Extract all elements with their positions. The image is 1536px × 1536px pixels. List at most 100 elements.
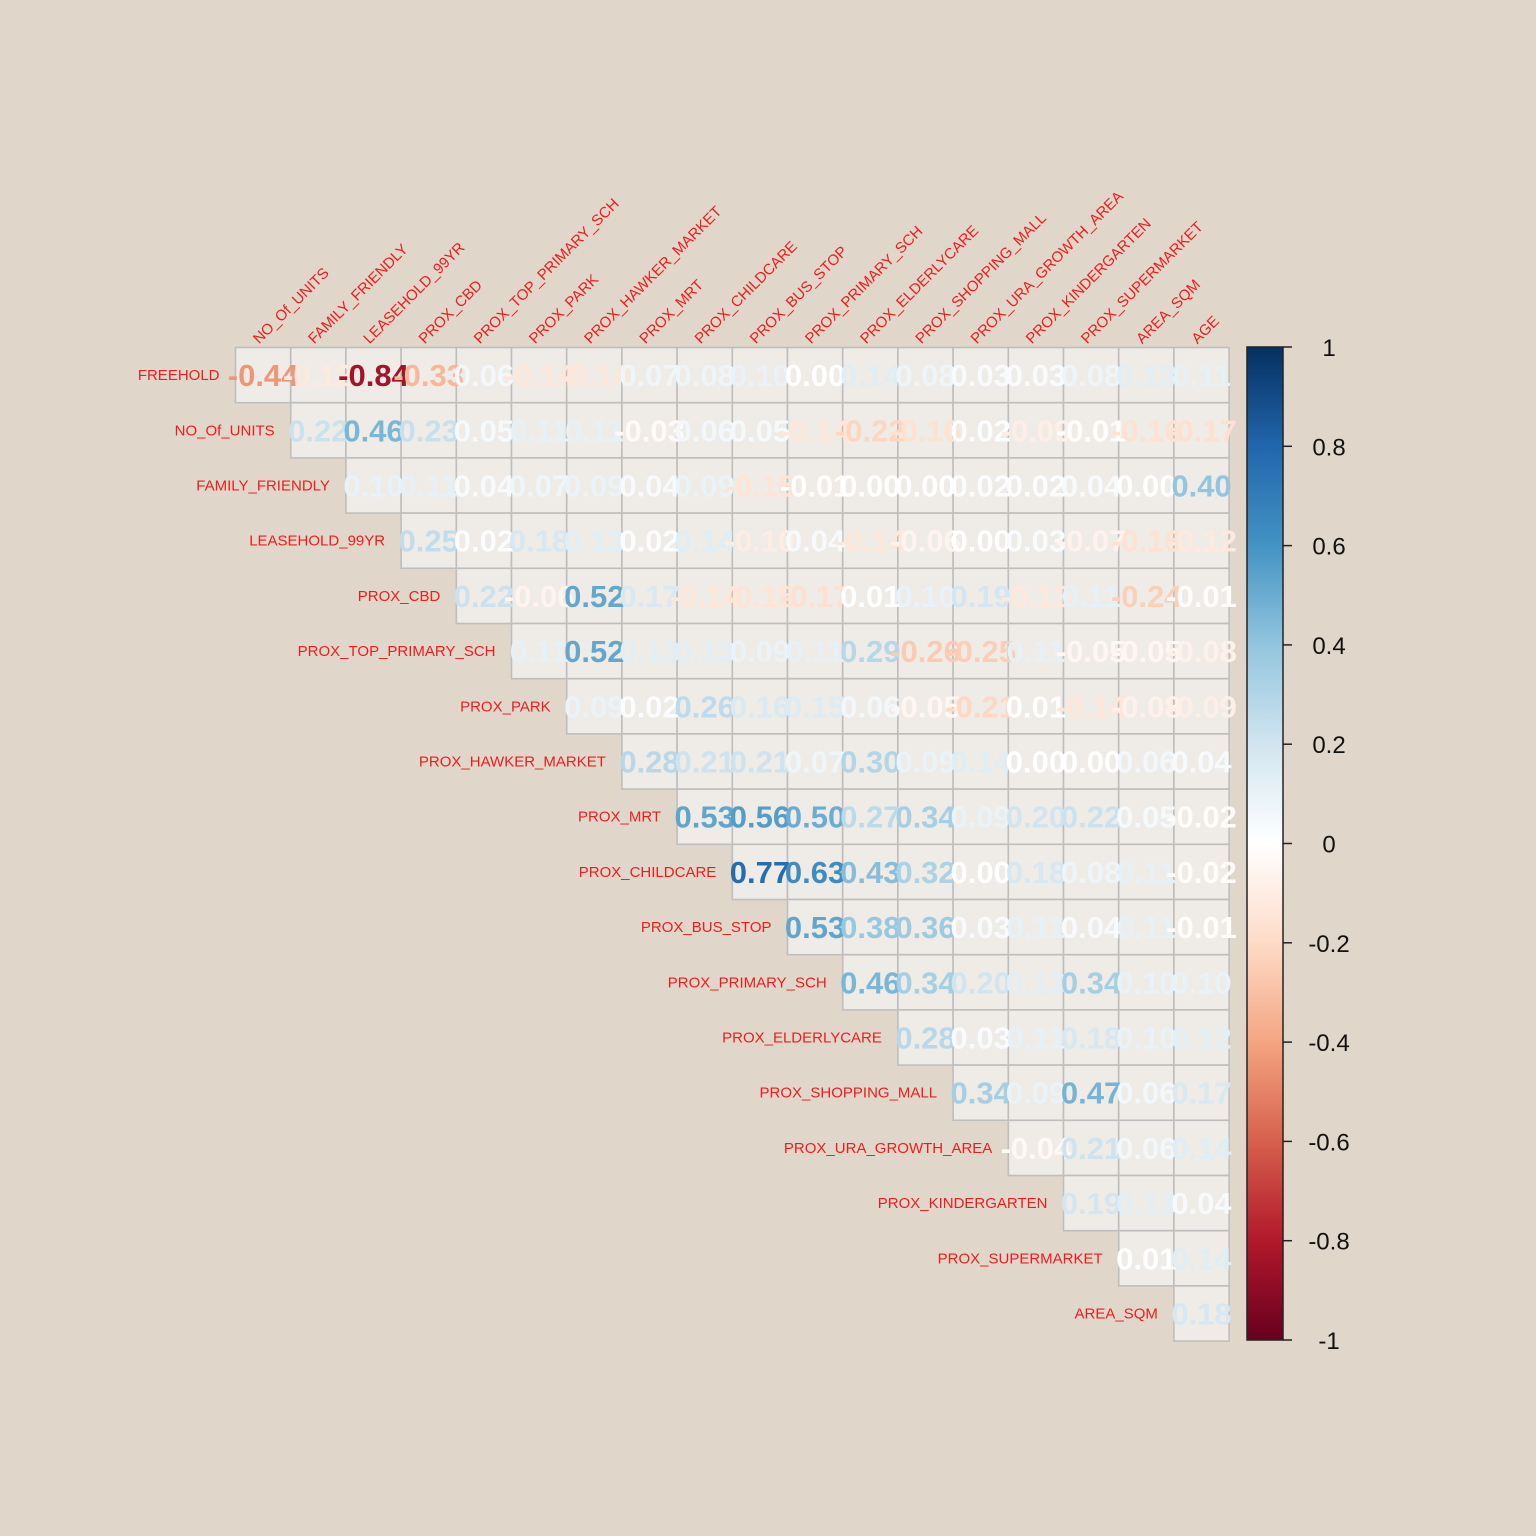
- cell-value-label: 0.07: [785, 745, 845, 780]
- heatmap-cell: [510, 346, 568, 404]
- heatmap-cell: [1173, 1174, 1230, 1232]
- heatmap-cell: [289, 346, 347, 404]
- heatmap-cell: [565, 622, 623, 680]
- heatmap-cell: [897, 622, 954, 680]
- heatmap-cell: [1062, 512, 1120, 570]
- cell-value-label: 0.19: [951, 579, 1011, 614]
- heatmap-cell: [676, 622, 734, 680]
- cell-value-label: 0.09: [951, 800, 1011, 835]
- cell-value-label: 0.11: [510, 413, 569, 448]
- cell-value-label: 0.50: [785, 800, 845, 835]
- cell-value-label: -0.16: [1111, 524, 1182, 559]
- cell-value-label: 0.11: [1117, 910, 1176, 945]
- cell-value-label: 0.11: [399, 469, 458, 504]
- heatmap-cell: [786, 567, 844, 625]
- cell-value-label: 0.01: [840, 579, 900, 614]
- heatmap-cells: [234, 346, 1230, 1342]
- cell-value-label: -0.44: [228, 358, 299, 393]
- column-label: LEASEHOLD_99YR: [360, 239, 468, 347]
- heatmap-cell: [345, 457, 402, 514]
- cell-value-label: 0.77: [730, 855, 790, 890]
- cell-value-label: 0.09: [564, 689, 624, 724]
- colorbar-tick-label: 1: [1322, 335, 1335, 362]
- colorbar-tick-label: -0.2: [1308, 931, 1349, 958]
- cell-value-label: -0.08: [1111, 689, 1182, 724]
- row-label: FAMILY_FRIENDLY: [196, 478, 330, 495]
- cell-value-label: 0.07: [509, 469, 569, 504]
- heatmap-cell: [1173, 898, 1230, 956]
- colorbar-tick-label: 0.6: [1312, 534, 1345, 561]
- heatmap-cell: [1062, 457, 1120, 514]
- cell-value-label: 0.11: [1062, 579, 1121, 614]
- heatmap-cell: [952, 898, 1010, 956]
- colorbar-tick-label: -1: [1318, 1328, 1339, 1355]
- heatmap-cell: [1062, 567, 1120, 625]
- heatmap-cell: [455, 567, 513, 625]
- cell-value-label: 0.21: [730, 745, 790, 780]
- heatmap-cell: [841, 788, 899, 846]
- cell-value-label: -0.12: [283, 358, 354, 393]
- cell-value-label: 0.14: [840, 358, 901, 393]
- heatmap-cell: [1117, 677, 1175, 735]
- cell-value-label: -0.07: [1056, 524, 1127, 559]
- cell-value-label: -0.26: [890, 634, 961, 669]
- heatmap-cell: [731, 401, 789, 459]
- cell-value-label: 0.10: [1171, 965, 1231, 1000]
- heatmap-cell: [897, 953, 954, 1011]
- cell-value-label: 0.12: [1171, 1021, 1231, 1056]
- cell-value-label: 0.00: [840, 469, 900, 504]
- cell-value-label: 0.16: [730, 689, 790, 724]
- heatmap-cell: [1062, 1174, 1120, 1232]
- heatmap-cell: [510, 622, 568, 680]
- heatmap-cell: [1062, 677, 1120, 735]
- cell-value-label: 0.09: [564, 469, 624, 504]
- cell-value-label: -0.08: [1166, 634, 1237, 669]
- cell-value-label: 0.52: [564, 579, 624, 614]
- cell-value-label: 0.20: [951, 965, 1011, 1000]
- heatmap-cell: [1117, 1009, 1175, 1066]
- row-label: PROX_SHOPPING_MALL: [760, 1085, 938, 1102]
- cell-value-label: -0.01: [1056, 413, 1127, 448]
- heatmap-cell: [1117, 843, 1175, 901]
- heatmap-cell: [1173, 346, 1230, 404]
- heatmap-cell: [1173, 1009, 1230, 1066]
- heatmap-cell: [565, 677, 623, 735]
- cell-value-label: 0.00: [895, 469, 955, 504]
- cell-value-label: -0.06: [890, 524, 961, 559]
- cell-value-label: 0.25: [399, 524, 459, 559]
- cell-value-label: -0.05: [890, 689, 961, 724]
- cell-value-label: 0.06: [1116, 1076, 1176, 1111]
- cell-value-label: 0.53: [675, 800, 735, 835]
- cell-value-label: -0.04: [1001, 1131, 1072, 1166]
- heatmap-cell: [1007, 677, 1065, 735]
- heatmap-cell: [731, 622, 789, 680]
- row-label: PROX_CBD: [358, 588, 441, 605]
- row-label: PROX_ELDERLYCARE: [722, 1030, 882, 1047]
- heatmap-cell: [1117, 733, 1175, 790]
- heatmap-cell: [1117, 898, 1175, 956]
- heatmap-cell: [841, 733, 899, 790]
- heatmap-cell: [1117, 457, 1175, 514]
- cell-value-label: -0.13: [1001, 579, 1072, 614]
- cell-value-label: 0.02: [951, 413, 1011, 448]
- heatmap-cell: [786, 788, 844, 846]
- cell-value-label: 0.26: [675, 689, 735, 724]
- cell-value-label: 0.34: [951, 1076, 1012, 1111]
- heatmap-cell: [1007, 1119, 1065, 1177]
- cell-value-label: 0.05: [730, 413, 790, 448]
- cell-value-label: 0.36: [895, 910, 955, 945]
- cell-value-label: 0.03: [951, 358, 1011, 393]
- cell-value-label: 0.13: [1116, 1186, 1176, 1221]
- cell-value-label: 0.09: [730, 634, 790, 669]
- heatmap-cell: [455, 512, 513, 570]
- cell-value-label: 0.06: [1116, 1131, 1176, 1166]
- colorbar: [1246, 346, 1284, 1341]
- cell-value-label: 0.04: [1171, 1186, 1232, 1221]
- heatmap-cell: [234, 346, 292, 404]
- cell-value-label: -0.14: [669, 579, 740, 614]
- heatmap-cell: [841, 567, 899, 625]
- row-label: PROX_BUS_STOP: [641, 919, 772, 936]
- cell-value-label: 0.21: [675, 745, 735, 780]
- cell-value-label: 0.21: [1061, 1131, 1121, 1166]
- cell-value-label: 0.22: [1061, 800, 1121, 835]
